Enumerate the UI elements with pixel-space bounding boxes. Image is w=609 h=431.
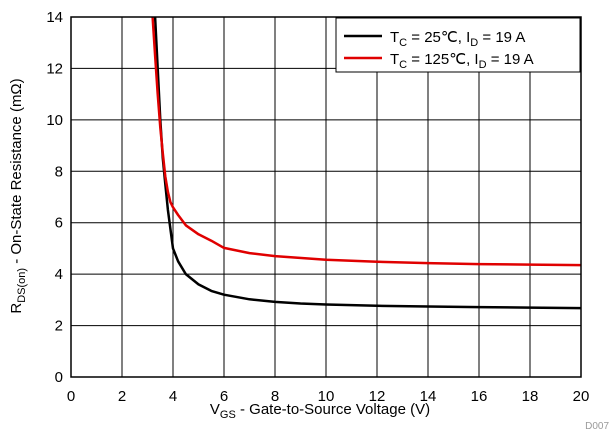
x-tick-label: 8	[271, 388, 279, 405]
y-tick-label: 4	[55, 266, 63, 283]
x-tick-label: 10	[318, 388, 335, 405]
y-tick-label: 2	[55, 318, 63, 335]
legend-label-125c: TC = 125℃, ID = 19 A	[390, 51, 534, 71]
series-line-125c	[151, 16, 582, 267]
y-tick-label: 12	[46, 60, 63, 77]
x-tick-label: 18	[522, 388, 539, 405]
x-tick-label: 4	[169, 388, 177, 405]
y-tick-label: 6	[55, 215, 63, 232]
legend-box	[335, 17, 581, 73]
x-tick-label: 16	[471, 388, 488, 405]
plot-frame	[70, 16, 582, 378]
legend: TC = 25℃, ID = 19 A TC = 125℃, ID = 19 A	[335, 17, 581, 73]
grid	[71, 17, 581, 377]
x-tick-label: 2	[118, 388, 126, 405]
x-tick-label: 6	[220, 388, 228, 405]
x-tick-labels: 0 2 4 6 8 10 12 14 16 18 20	[67, 388, 590, 405]
legend-label-25c: TC = 25℃, ID = 19 A	[390, 29, 525, 49]
y-axis-label: RDS(on) - On-State Resistance (mΩ)	[8, 78, 28, 313]
x-axis-label: VGS - Gate-to-Source Voltage (V)	[210, 401, 430, 421]
y-tick-label: 14	[46, 9, 63, 26]
x-tick-label: 20	[573, 388, 590, 405]
x-tick-label: 14	[420, 388, 437, 405]
y-tick-labels: 0 2 4 6 8 10 12 14	[46, 9, 63, 386]
y-tick-label: 10	[46, 112, 63, 129]
y-tick-label: 0	[55, 369, 63, 386]
x-tick-label: 0	[67, 388, 75, 405]
corner-label: D007	[585, 421, 609, 431]
y-tick-label: 8	[55, 163, 63, 180]
x-tick-label: 12	[369, 388, 386, 405]
series-layer	[151, 16, 582, 310]
